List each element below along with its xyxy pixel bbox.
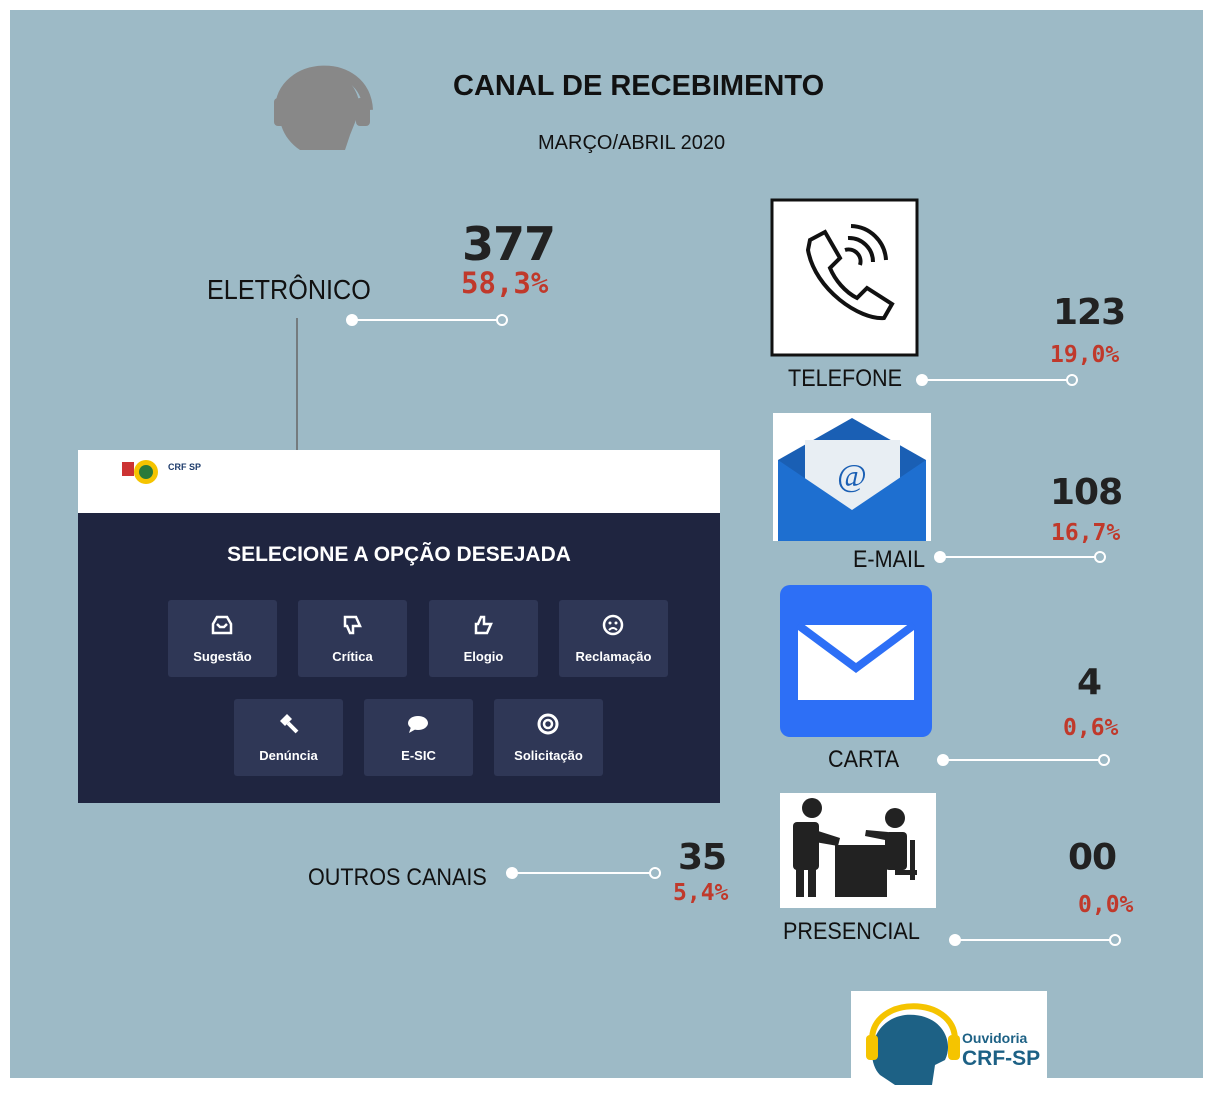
channel-percent: 19,0% [1050,342,1120,368]
portal-header: CRF SP [78,450,720,513]
letter-icon [780,585,932,737]
svg-text:@: @ [837,457,866,493]
channel-label: E-MAIL [853,546,926,573]
option-button[interactable]: Crítica [298,600,407,677]
email-icon: @ [773,413,931,541]
option-button[interactable]: Reclamação [559,600,668,677]
channel-label: ELETRÔNICO [207,274,371,305]
title: CANAL DE RECEBIMENTO [453,70,825,102]
option-label: Denúncia [259,748,318,763]
option-button[interactable]: E-SIC [364,699,473,776]
option-button[interactable]: Sugestão [168,600,277,677]
channel-count: 00 [1068,837,1117,878]
channel-count: 123 [1053,292,1126,333]
option-button[interactable]: Elogio [429,600,538,677]
option-label: Solicitação [514,748,583,763]
channel-label: PRESENCIAL [783,918,920,945]
channel-label: CARTA [828,746,900,773]
channel-count: 377 [462,217,556,271]
option-label: E-SIC [401,748,436,763]
channel-label: TELEFONE [788,365,903,392]
portal-screenshot: CRF SP SELECIONE A OPÇÃO DESEJADA Sugest… [78,450,720,803]
option-button[interactable]: Solicitação [494,699,603,776]
option-label: Elogio [463,649,504,664]
option-label: Sugestão [193,649,252,664]
portal-heading: SELECIONE A OPÇÃO DESEJADA [227,543,571,566]
footer-logo-line1: Ouvidoria [962,1030,1028,1046]
phone-icon [770,198,919,357]
footer-logo-line2: CRF-SP [962,1047,1041,1070]
subtitle: MARÇO/ABRIL 2020 [538,132,726,154]
channel-percent: 0,6% [1063,715,1119,741]
footer-logo-box [851,991,1047,1097]
portal-logo-text: CRF SP [168,462,202,472]
channel-count: 108 [1050,472,1123,513]
connector-lines [346,314,1121,946]
option-label: Crítica [332,649,373,664]
channel-label: OUTROS CANAIS [308,864,487,891]
channel-count: 4 [1077,662,1102,703]
channel-percent: 58,3% [461,266,549,300]
channel-percent: 16,7% [1051,520,1121,546]
channel-count: 35 [678,837,727,878]
option-label: Reclamação [575,649,652,664]
channel-percent: 5,4% [673,880,729,906]
headset-icon [274,65,373,150]
in-person-icon [780,793,936,908]
option-button[interactable]: Denúncia [234,699,343,776]
channel-percent: 0,0% [1078,892,1134,918]
portal-logo-icon [122,460,158,484]
